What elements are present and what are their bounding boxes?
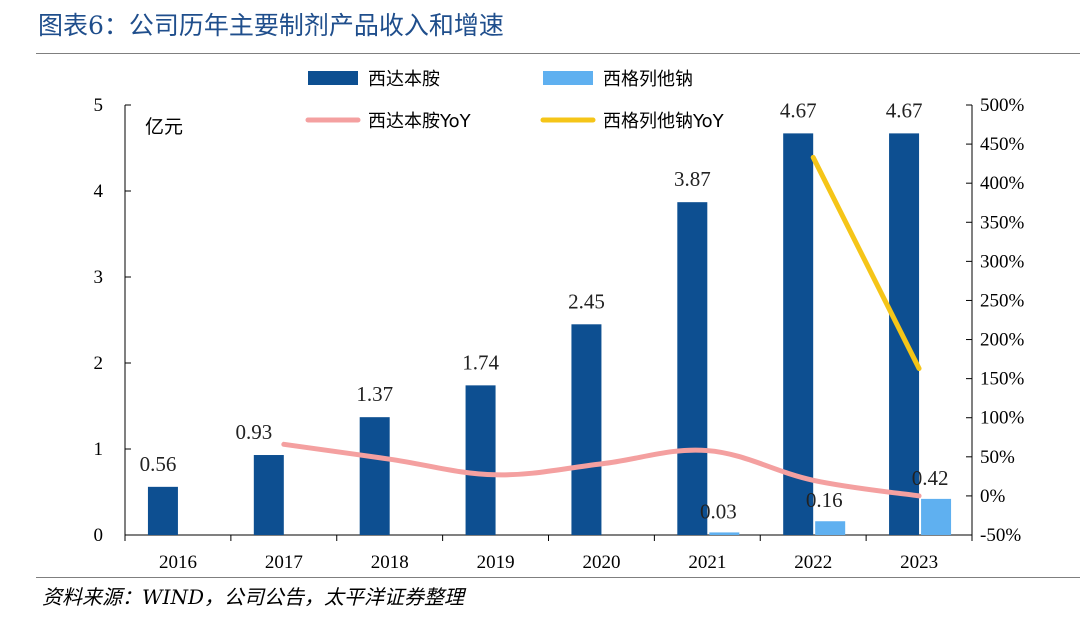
bar-2019 xyxy=(465,385,496,535)
data-label: 1.74 xyxy=(462,350,499,374)
data-label-second: 0.16 xyxy=(806,488,843,512)
right-axis-tick-label: 400% xyxy=(980,173,1025,194)
x-axis-tick-label: 2023 xyxy=(900,552,938,573)
bar-2021 xyxy=(677,202,708,535)
legend-label: 西格列他钠YoY xyxy=(603,111,725,132)
x-axis-tick-label: 2020 xyxy=(582,552,620,573)
right-axis-tick-label: 150% xyxy=(980,369,1025,390)
data-label-second: 0.42 xyxy=(912,466,949,490)
figure-title: 图表6：公司历年主要制剂产品收入和增速 xyxy=(38,11,504,40)
data-label: 4.67 xyxy=(780,98,817,122)
source-note: 资料来源：WIND，公司公告，太平洋证券整理 xyxy=(42,585,464,609)
line-second-yoy xyxy=(810,154,922,371)
bar-second-2021 xyxy=(709,532,740,535)
bar-second-2022 xyxy=(815,521,846,535)
left-axis-unit: 亿元 xyxy=(145,116,183,138)
data-label-second: 0.03 xyxy=(700,499,737,523)
data-label: 1.37 xyxy=(356,382,393,406)
yoy-lines xyxy=(281,154,922,499)
x-axis-tick-label: 2018 xyxy=(371,552,409,573)
x-axis-tick-label: 2019 xyxy=(477,552,515,573)
bar-2017 xyxy=(253,455,284,535)
footer-divider xyxy=(36,577,1080,578)
bar-2022 xyxy=(783,133,814,535)
title-divider xyxy=(36,53,1080,54)
right-axis-tick-label: 200% xyxy=(980,330,1025,351)
right-axis-tick-label: 300% xyxy=(980,251,1025,272)
legend-swatch xyxy=(543,71,593,85)
left-axis-tick-label: 1 xyxy=(94,439,104,460)
x-axis-tick-label: 2022 xyxy=(794,552,832,573)
right-axis-tick-label: 450% xyxy=(980,134,1025,155)
right-axis-tick-label: 350% xyxy=(980,212,1025,233)
left-axis-tick-label: 0 xyxy=(94,525,104,546)
bars-second-series xyxy=(709,498,952,535)
data-label: 0.93 xyxy=(235,420,272,444)
x-axis-tick-label: 2017 xyxy=(265,552,303,573)
right-axis-tick-label: -50% xyxy=(980,525,1021,546)
data-label: 4.67 xyxy=(886,98,923,122)
data-label: 0.56 xyxy=(140,452,177,476)
right-axis-tick-label: 0% xyxy=(980,486,1006,507)
legend-swatch xyxy=(308,71,358,85)
legend-label: 西格列他钠 xyxy=(603,69,693,90)
left-axis-tick-label: 3 xyxy=(94,267,104,288)
bars-main-series xyxy=(147,133,920,535)
chart: 0 1 2 3 4 5 亿元 -50% 0% 50% 100% 150% 200% 250% 300% 350… xyxy=(94,69,1025,573)
right-axis-tick-label: 250% xyxy=(980,290,1025,311)
x-axis-tick-label: 2016 xyxy=(159,552,197,573)
legend-label: 西达本胺 xyxy=(368,69,440,90)
axes: 0 1 2 3 4 5 亿元 -50% 0% 50% 100% 150% 200% 250% 300% 350… xyxy=(94,95,1025,573)
bar-second-2023 xyxy=(921,498,952,535)
right-axis-tick-label: 50% xyxy=(980,447,1015,468)
data-label: 2.45 xyxy=(568,289,605,313)
x-axis-tick-label: 2021 xyxy=(688,552,726,573)
right-axis-tick-label: 100% xyxy=(980,408,1025,429)
left-axis-tick-label: 5 xyxy=(94,95,104,116)
legend-label: 西达本胺YoY xyxy=(368,111,472,132)
data-labels: 0.56 0.93 1.37 1.74 2.45 3.87 4.67 4.67 0.03 0.16… xyxy=(140,98,949,523)
left-axis-tick-label: 4 xyxy=(94,181,104,202)
right-axis-tick-label: 500% xyxy=(980,95,1025,116)
bar-2016 xyxy=(147,486,178,535)
left-axis-tick-label: 2 xyxy=(94,353,104,374)
bar-2020 xyxy=(571,324,602,535)
data-label: 3.87 xyxy=(674,167,711,191)
bar-2018 xyxy=(359,417,390,535)
